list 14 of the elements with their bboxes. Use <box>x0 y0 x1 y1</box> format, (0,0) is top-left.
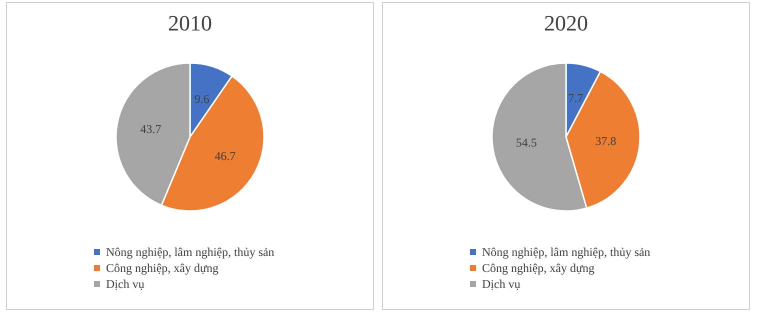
legend-label: Công nghiệp, xây dựng <box>106 261 218 275</box>
data-label: 46.7 <box>214 149 236 164</box>
chart-title: 2020 <box>544 10 588 36</box>
data-label: 54.5 <box>516 136 537 150</box>
legend-label: Công nghiệp, xây dựng <box>482 261 594 275</box>
data-label: 37.8 <box>595 134 616 148</box>
legend-label: Nông nghiệp, lâm nghiệp, thủy sản <box>106 245 274 259</box>
chart-title: 2010 <box>168 10 212 36</box>
legend-label: Dịch vụ <box>106 277 144 291</box>
data-label: 7.7 <box>568 91 584 106</box>
legend-label: Nông nghiệp, lâm nghiệp, thủy sản <box>482 245 650 259</box>
data-label: 43.7 <box>140 122 162 136</box>
data-label: 9.6 <box>194 92 210 106</box>
legend-label: Dịch vụ <box>482 277 520 291</box>
